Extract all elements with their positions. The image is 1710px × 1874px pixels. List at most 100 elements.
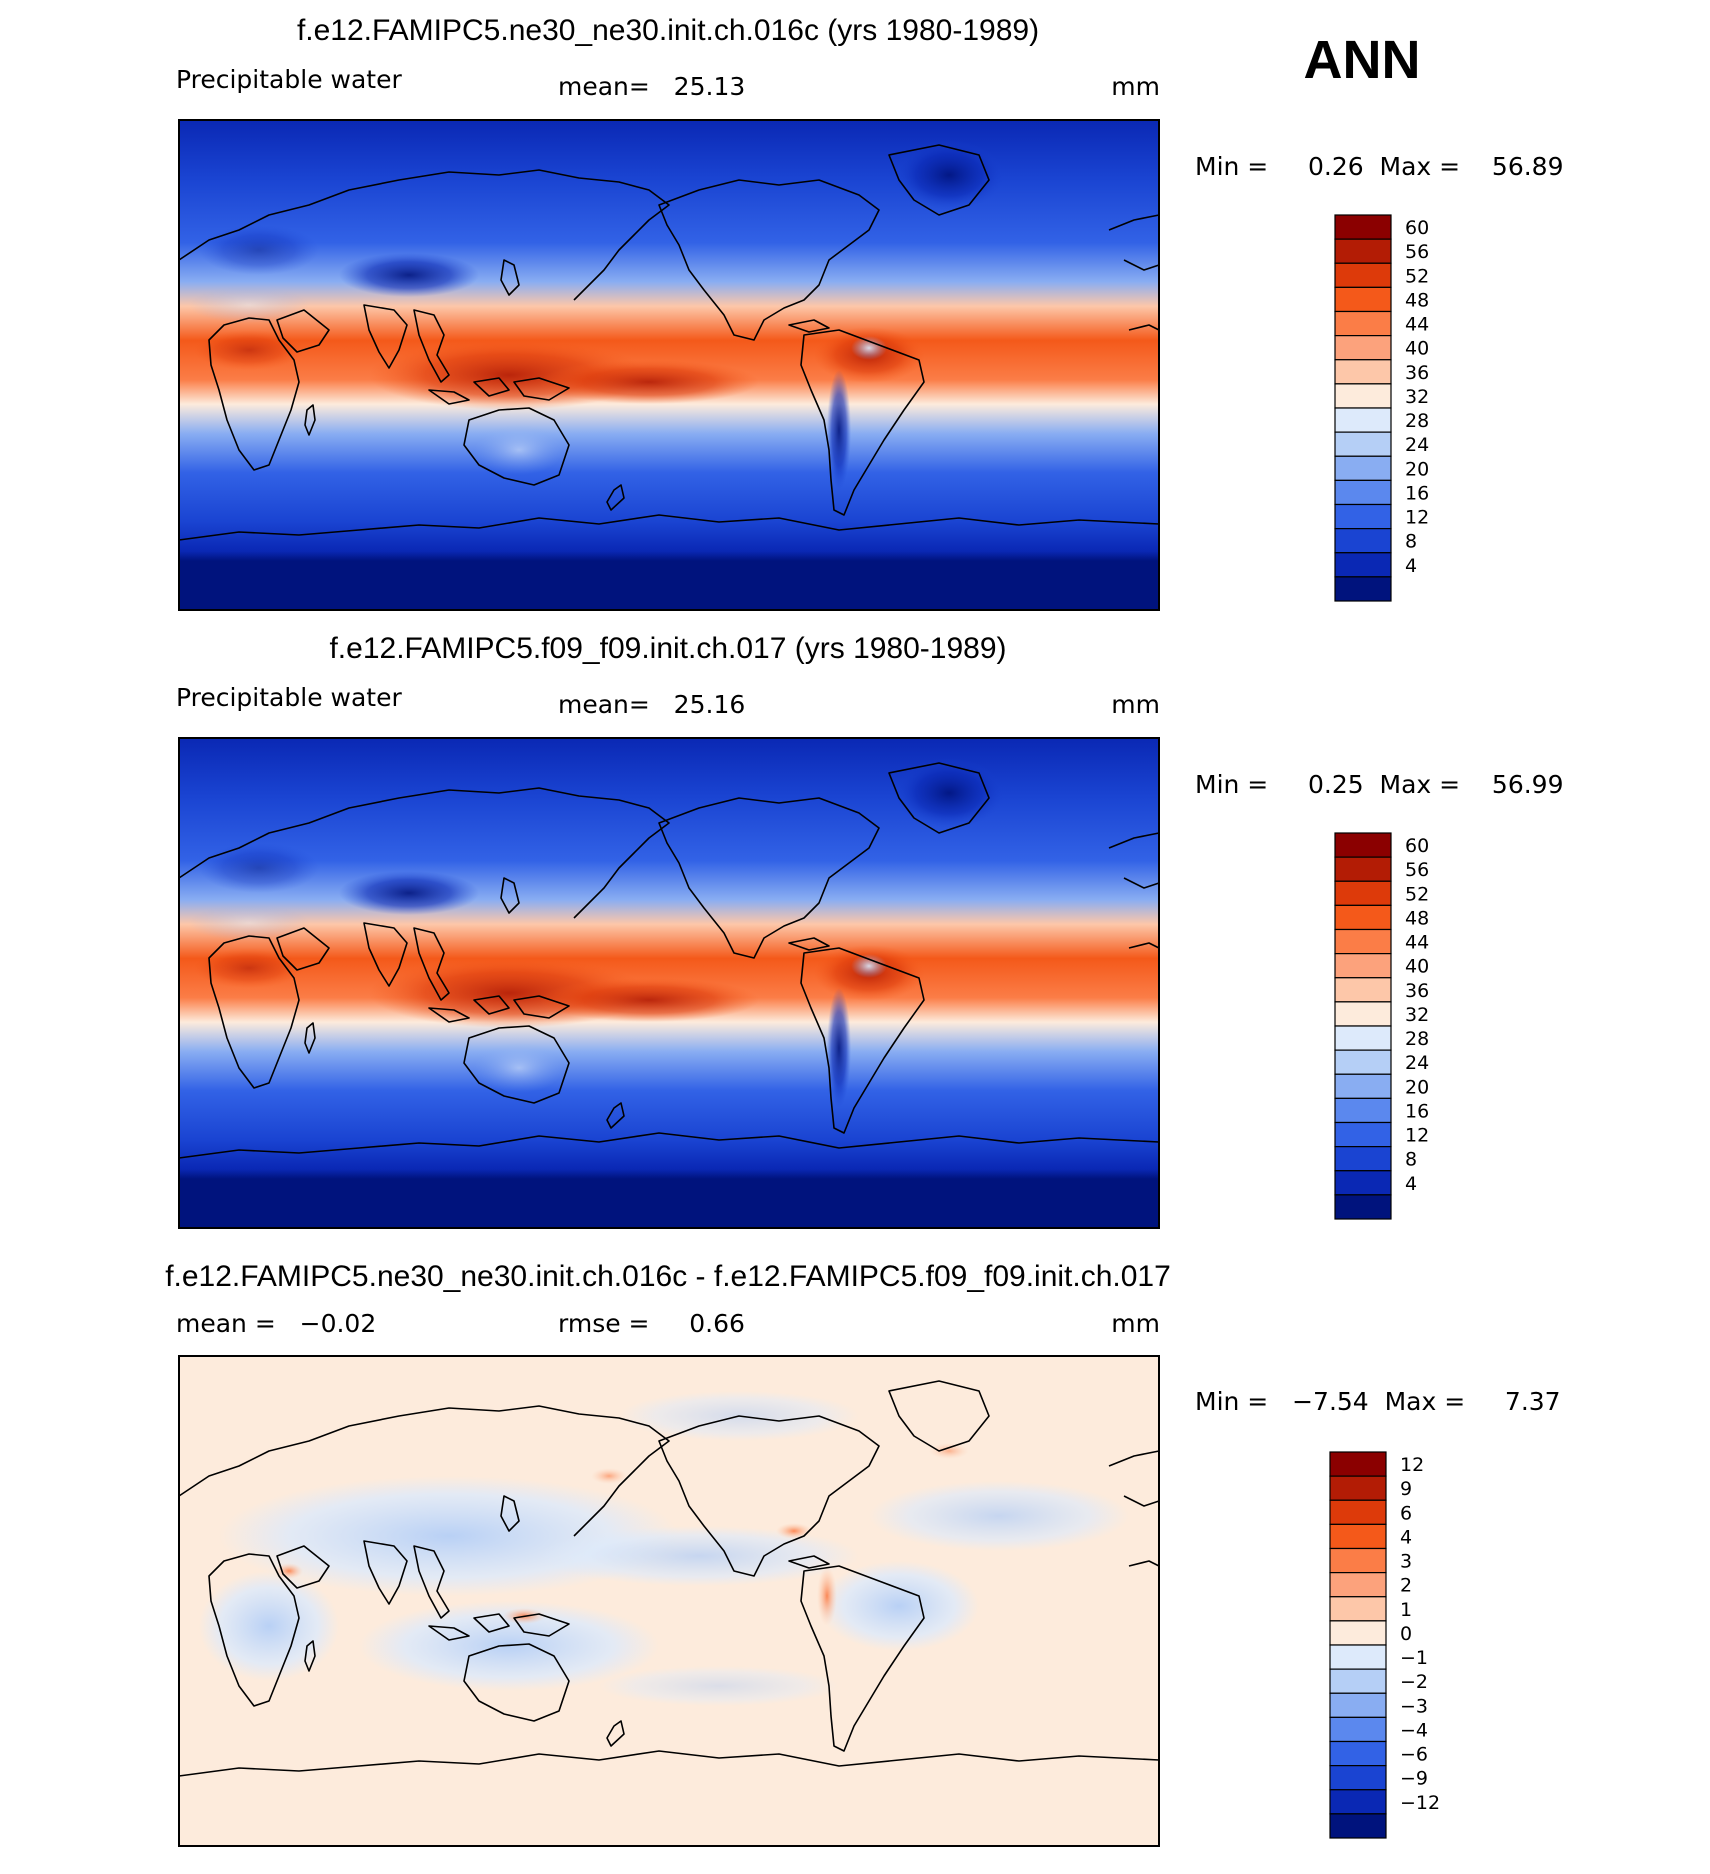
colorbar-tick-label: 24 [1405,1052,1429,1074]
colorbar-tick-label: 12 [1405,1125,1429,1147]
colorbar-tick-label: 28 [1405,410,1429,432]
colorbar-tick-label: 8 [1405,531,1417,553]
colorbar-tick-label: 0 [1400,1623,1412,1645]
colorbar-swatch [1329,1523,1387,1550]
colorbar-swatch [1329,1668,1387,1694]
colorbar-swatch [1334,1025,1392,1051]
colorbar-swatch [1334,1049,1392,1075]
colorbar-swatch [1334,262,1392,288]
minmax-label: Min = 0.25 Max = 56.99 [1195,770,1563,799]
colorbar-swatch [1329,1644,1387,1670]
colorbar-tick-label: 36 [1405,980,1429,1002]
mean-label: mean = −0.02 [176,1309,376,1338]
colorbar-swatch [1334,1170,1392,1196]
colorbar-swatch [1334,479,1392,506]
colorbar-swatch [1334,880,1392,906]
colorbar-swatch [1334,904,1392,931]
panel-title: f.e12.FAMIPC5.ne30_ne30.init.ch.016c - f… [165,1260,1171,1293]
colorbar-swatch [1334,431,1392,457]
mean-label: mean= 25.16 [558,690,745,719]
colorbar-tick-label: 16 [1405,482,1429,504]
colorbar-tick-label: 4 [1405,1173,1417,1195]
colorbar-swatch [1329,1716,1387,1743]
colorbar-tick-label: 44 [1405,932,1429,954]
colorbar-swatch [1334,1097,1392,1124]
colorbar-tick-label: 56 [1405,859,1429,881]
map-plot [178,119,1160,611]
colorbar-tick-label: 32 [1405,1004,1429,1026]
colorbar-swatch [1329,1547,1387,1574]
colorbar-swatch [1334,928,1392,955]
colorbar-tick-label: 9 [1400,1478,1412,1500]
colorbar-swatch [1334,977,1392,1003]
colorbar-swatch [1329,1499,1387,1525]
colorbar-swatch [1334,528,1392,554]
colorbar-tick-label: 56 [1405,241,1429,263]
variable-label: Precipitable water [176,683,402,712]
colorbar-swatch [1329,1813,1387,1839]
colorbar-tick-label: 52 [1405,265,1429,287]
colorbar-tick-label: 44 [1405,314,1429,336]
colorbar-swatch [1334,576,1392,602]
colorbar-swatch [1334,1073,1392,1099]
colorbar-tick-label: 1 [1400,1599,1412,1621]
colorbar-tick-label: 2 [1400,1575,1412,1597]
colorbar-tick-label: 4 [1405,555,1417,577]
colorbar-tick-label: 52 [1405,883,1429,905]
colorbar-swatch [1334,238,1392,264]
colorbar-tick-label: 4 [1400,1526,1412,1548]
colorbar-tick-label: −9 [1400,1768,1428,1790]
colorbar-swatch [1334,953,1392,979]
colorbar-tick-label: 20 [1405,1076,1429,1098]
colorbar-tick-label: 40 [1405,956,1429,978]
colorbar-swatch [1334,359,1392,385]
colorbar-tick-label: −3 [1400,1695,1428,1717]
colorbar-tick-label: 32 [1405,386,1429,408]
colorbar-swatch [1334,335,1392,361]
units-label: mm [1111,1309,1160,1338]
colorbar-swatch [1329,1596,1387,1622]
colorbar-swatch [1329,1475,1387,1501]
colorbar-swatch [1334,552,1392,578]
colorbar-swatch [1329,1692,1387,1718]
colorbar-swatch [1334,286,1392,313]
colorbar-swatch [1329,1740,1387,1767]
colorbar-tick-label: −6 [1400,1744,1428,1766]
colorbar-swatch [1334,1001,1392,1027]
colorbar-tick-label: 12 [1405,507,1429,529]
map-plot [178,1355,1160,1847]
units-label: mm [1111,690,1160,719]
colorbar-tick-label: 8 [1405,1149,1417,1171]
colorbar-swatch [1334,455,1392,481]
minmax-label: Min = 0.26 Max = 56.89 [1195,152,1563,181]
colorbar-tick-label: 6 [1400,1502,1412,1524]
panel-title: f.e12.FAMIPC5.f09_f09.init.ch.017 (yrs 1… [329,632,1006,665]
colorbar-tick-label: 60 [1405,835,1429,857]
colorbar-tick-label: −4 [1400,1719,1428,1741]
colorbar-tick-label: −12 [1400,1792,1440,1814]
colorbar-tick-label: 48 [1405,907,1429,929]
colorbar-swatch [1334,832,1392,858]
panel-top: f.e12.FAMIPC5.ne30_ne30.init.ch.016c (yr… [176,14,1563,611]
colorbar-tick-label: 16 [1405,1100,1429,1122]
rmse-label: rmse = 0.66 [558,1309,745,1338]
colorbar-swatch [1334,383,1392,409]
colorbar-tick-label: 3 [1400,1551,1412,1573]
colorbar-swatch [1334,856,1392,882]
colorbar-swatch [1329,1572,1387,1598]
mean-label: mean= 25.13 [558,72,745,101]
colorbar-swatch [1329,1620,1387,1646]
colorbar-swatch [1329,1765,1387,1791]
colorbar-swatch [1329,1451,1387,1477]
panel-title: f.e12.FAMIPC5.ne30_ne30.init.ch.016c (yr… [297,14,1039,47]
colorbar-tick-label: 24 [1405,434,1429,456]
colorbar-tick-label: 12 [1400,1454,1424,1476]
colorbar-tick-label: 28 [1405,1028,1429,1050]
colorbar-tick-label: 40 [1405,338,1429,360]
variable-label: Precipitable water [176,65,402,94]
colorbar-swatch [1334,503,1392,530]
colorbar-swatch [1334,407,1392,433]
